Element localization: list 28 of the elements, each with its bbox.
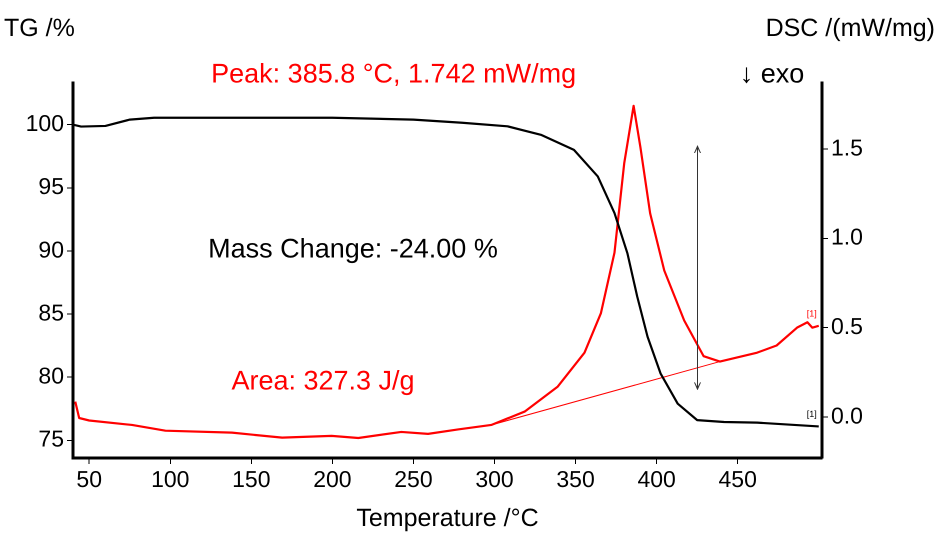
y-tick-label: 80 bbox=[38, 362, 64, 389]
y2-tick-label: 0.5 bbox=[831, 312, 863, 339]
x-tick-label: 450 bbox=[718, 466, 757, 492]
y2-tick-label: 1.5 bbox=[831, 134, 863, 160]
annotation: ↓ exo bbox=[740, 58, 804, 88]
x-tick-label: 250 bbox=[394, 466, 433, 492]
y-tick-label: 75 bbox=[38, 426, 64, 452]
x-tick-label: 100 bbox=[151, 466, 190, 492]
annotation: Mass Change: -24.00 % bbox=[208, 233, 498, 264]
annotation: [1] bbox=[806, 408, 817, 419]
annotation: [1] bbox=[806, 308, 817, 318]
x-axis-title: Temperature /°C bbox=[356, 504, 539, 532]
annotation: Peak: 385.8 °C, 1.742 mW/mg bbox=[211, 58, 576, 88]
y-tick-label: 100 bbox=[26, 110, 64, 136]
y-tick-label: 90 bbox=[38, 236, 64, 262]
x-tick-label: 350 bbox=[556, 466, 595, 492]
y-tick-label: 95 bbox=[38, 173, 64, 200]
y2-axis-title: DSC /(mW/mg) bbox=[766, 14, 935, 43]
x-tick-label: 200 bbox=[313, 466, 352, 492]
y2-tick-label: 0.0 bbox=[831, 402, 863, 428]
annotation: Area: 327.3 J/g bbox=[231, 365, 415, 396]
x-tick-label: 150 bbox=[232, 466, 271, 492]
x-tick-label: 400 bbox=[637, 466, 676, 492]
y-axis-title: TG /% bbox=[4, 14, 75, 43]
x-tick-label: 300 bbox=[475, 466, 514, 492]
y2-tick-label: 1.0 bbox=[831, 224, 863, 250]
y-tick-label: 85 bbox=[38, 299, 64, 326]
x-tick-label: 50 bbox=[76, 466, 102, 492]
